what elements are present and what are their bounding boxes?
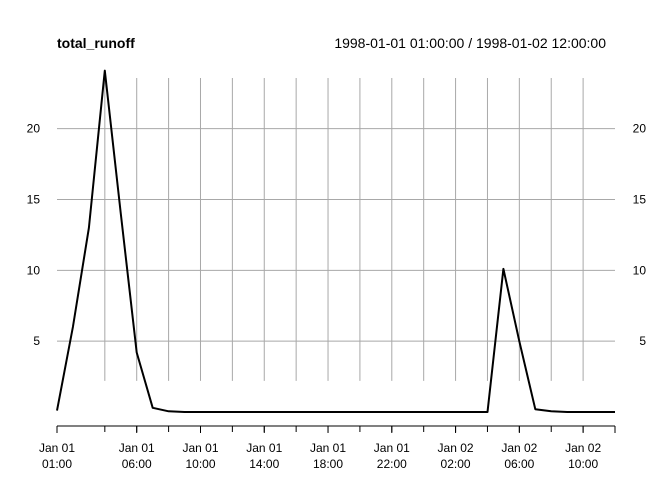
y-tick-label-right: 10 xyxy=(633,263,647,277)
x-tick-label-time: 14:00 xyxy=(249,457,279,471)
chart-title: total_runoff xyxy=(57,35,135,51)
x-tick-label-date: Jan 02 xyxy=(501,441,537,455)
x-tick-label-date: Jan 01 xyxy=(119,441,155,455)
grid-lines xyxy=(57,78,615,381)
x-tick-label-date: Jan 01 xyxy=(374,441,410,455)
y-axis-left: 5 10 15 20 xyxy=(27,122,41,348)
y-tick-label-left: 15 xyxy=(27,193,41,207)
y-tick-label-right: 5 xyxy=(639,334,646,348)
y-tick-label-right: 15 xyxy=(633,193,647,207)
x-tick-label-time: 10:00 xyxy=(185,457,215,471)
x-tick-label-time: 18:00 xyxy=(313,457,343,471)
x-tick-label-date: Jan 01 xyxy=(182,441,218,455)
x-tick-label-time: 02:00 xyxy=(441,457,471,471)
series-layer xyxy=(56,69,616,413)
x-tick-label-time: 06:00 xyxy=(122,457,152,471)
x-tick-label-date: Jan 02 xyxy=(438,441,474,455)
x-tick-label-time: 06:00 xyxy=(504,457,534,471)
x-tick-label-date: Jan 01 xyxy=(310,441,346,455)
y-axis-right: 5 10 15 20 xyxy=(633,122,647,348)
y-tick-label-left: 5 xyxy=(33,334,40,348)
chart-date-range: 1998-01-01 01:00:00 / 1998-01-02 12:00:0… xyxy=(334,35,606,51)
x-axis: Jan 01 01:00 Jan 01 06:00 Jan 01 10:00 Jan 01 1… xyxy=(39,425,616,471)
y-tick-label-right: 20 xyxy=(633,122,647,136)
x-tick-label-time: 10:00 xyxy=(568,457,598,471)
y-tick-label-left: 10 xyxy=(27,263,41,277)
series-line xyxy=(56,69,615,413)
x-tick-label-date: Jan 01 xyxy=(246,441,282,455)
x-tick-label-date: Jan 02 xyxy=(565,441,601,455)
x-tick-label-date: Jan 01 xyxy=(39,441,75,455)
x-tick-label-time: 01:00 xyxy=(42,457,72,471)
y-tick-label-left: 20 xyxy=(27,122,41,136)
x-tick-label-time: 22:00 xyxy=(377,457,407,471)
